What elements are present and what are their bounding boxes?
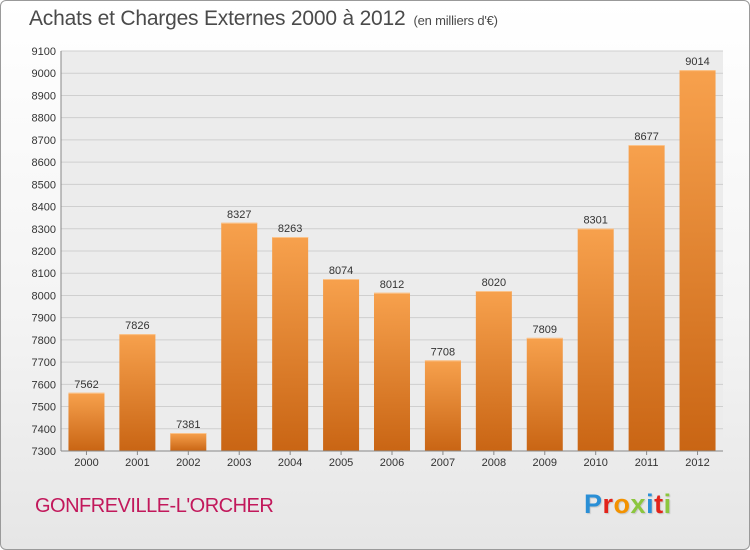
data-label: 8327 [227,209,251,221]
x-tick-label: 2012 [685,457,709,469]
x-tick-label: 2002 [176,457,200,469]
data-label: 7809 [533,324,557,336]
x-tick-label: 2004 [278,457,302,469]
y-tick-label: 7300 [32,446,56,458]
bar [475,291,512,451]
bar [424,360,461,451]
bar [526,337,563,451]
bar [68,392,105,451]
logo-letter: P [584,489,603,519]
y-tick-label: 8600 [32,157,56,169]
y-tick-label: 7900 [32,313,56,325]
y-tick-label: 8300 [32,224,56,236]
y-tick-label: 7700 [32,357,56,369]
bar [577,228,614,451]
bar [221,222,258,451]
data-label: 7562 [74,379,98,391]
x-tick-label: 2006 [380,457,404,469]
y-tick-label: 8100 [32,268,56,280]
y-tick-label: 8900 [32,90,56,102]
data-label: 8263 [278,223,302,235]
bar [679,70,716,451]
logo-letter: o [613,489,631,519]
x-tick-label: 2011 [635,457,659,469]
bar [323,279,360,451]
chart-title: Achats et Charges Externes 2000 à 2012 (e… [29,7,498,31]
y-tick-label: 8000 [32,290,56,302]
data-label: 8074 [329,265,353,277]
x-tick-label: 2010 [583,457,607,469]
x-tick-label: 2009 [533,457,557,469]
data-label: 9014 [685,56,709,68]
x-tick-label: 2005 [329,457,353,469]
x-tick-label: 2007 [431,457,455,469]
data-label: 8301 [583,215,607,227]
logo-letter: i [646,489,655,519]
logo-letter: i [663,489,672,519]
place-name: GONFREVILLE-L'ORCHER [35,495,274,517]
y-tick-label: 9000 [32,68,56,80]
x-tick-label: 2000 [74,457,98,469]
data-label: 8012 [380,279,404,291]
logo-letter: r [602,489,614,519]
y-tick-label: 8200 [32,246,56,258]
y-tick-label: 7400 [32,424,56,436]
y-tick-label: 9100 [32,46,56,58]
y-tick-label: 7800 [32,335,56,347]
y-tick-label: 8700 [32,135,56,147]
data-label: 8677 [634,131,658,143]
logo-letter: x [630,489,647,519]
y-tick-label: 8400 [32,202,56,214]
bar [170,433,207,451]
logo-letter: t [654,489,664,519]
data-label: 7708 [431,346,455,358]
data-label: 7381 [176,419,200,431]
proxiti-logo[interactable]: Proxiti [584,489,672,520]
data-label: 7826 [125,320,149,332]
y-tick-label: 8500 [32,179,56,191]
bar [374,292,410,451]
x-tick-label: 2008 [482,457,506,469]
bar [119,334,156,451]
unit-subtitle: (en milliers d'€) [413,13,498,28]
x-tick-label: 2001 [125,457,149,469]
title-text: Achats et Charges Externes 2000 à 2012 [29,7,406,30]
bar [272,237,309,451]
data-label: 8020 [482,277,506,289]
y-tick-label: 7500 [32,402,56,414]
bar [628,145,665,451]
x-tick-label: 2003 [227,457,251,469]
y-tick-label: 7600 [32,379,56,391]
y-tick-label: 8800 [32,113,56,125]
